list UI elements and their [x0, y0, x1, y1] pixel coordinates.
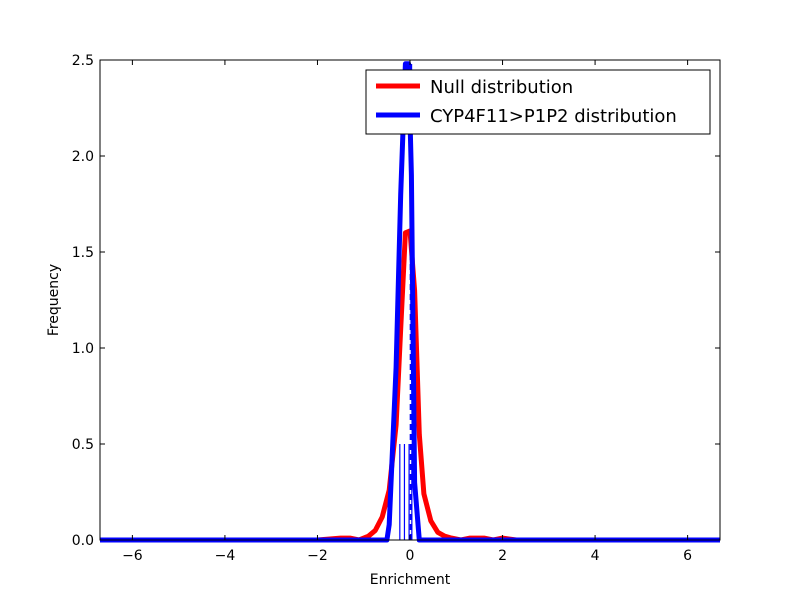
- legend-box: [365, 69, 711, 135]
- x-tick-label: −2: [307, 548, 328, 564]
- x-axis-title: Enrichment: [370, 572, 451, 588]
- x-tick-label: 2: [498, 548, 507, 564]
- y-tick-label: 2.5: [72, 53, 94, 69]
- legend: Null distribution CYP4F11>P1P2 distribut…: [365, 69, 711, 135]
- y-tick-label: 0.5: [72, 437, 94, 453]
- x-tick-label: 6: [683, 548, 692, 564]
- x-tick-label: −6: [122, 548, 143, 564]
- y-tick-label: 2.0: [72, 149, 94, 165]
- legend-label-cyp4f11: CYP4F11>P1P2 distribution: [430, 106, 677, 127]
- y-tick-label: 0.0: [72, 533, 94, 549]
- y-tick-label: 1.0: [72, 341, 94, 357]
- legend-label-null: Null distribution: [430, 77, 573, 98]
- x-tick-label: 4: [591, 548, 600, 564]
- y-axis-title: Frequency: [46, 264, 62, 336]
- x-tick-label: −4: [215, 548, 236, 564]
- x-tick-label: 0: [406, 548, 415, 564]
- y-tick-label: 1.5: [72, 245, 94, 261]
- ticks-layer: −6 −4 −2 0 2 4 6 0.0 0.5 1.0 1.5 2.0 2.5: [72, 53, 720, 564]
